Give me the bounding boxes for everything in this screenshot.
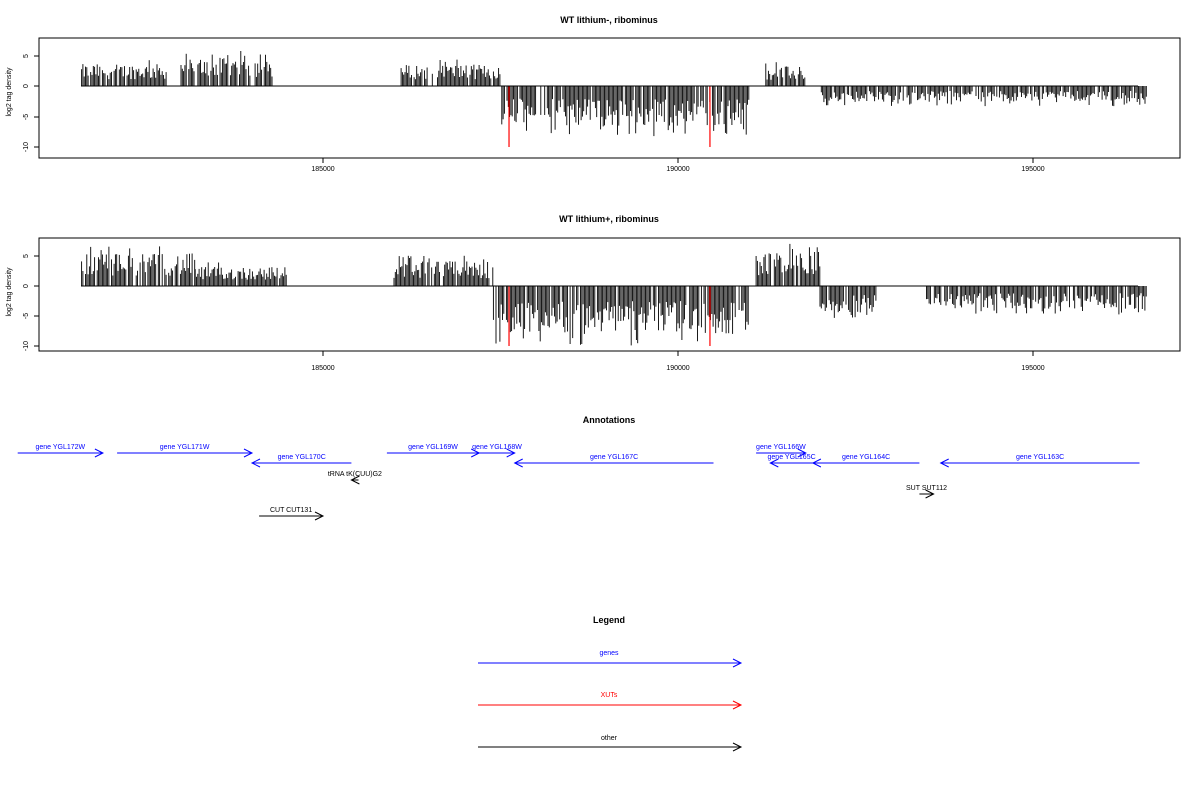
arrow-head-icon [925, 489, 935, 499]
arrow-head-icon [350, 475, 360, 485]
feature-label: tRNA tK(CUU)G2 [328, 471, 382, 478]
panel-lithium-plus: WT lithium+, ribominus log2 tag density … [6, 214, 1181, 372]
annotation-feature: gene YGL163C [939, 454, 1140, 468]
y-tick-label: 0 [23, 84, 30, 88]
y-tick-label: -10 [23, 142, 30, 152]
feature-label: gene YGL164C [842, 454, 890, 461]
annotation-feature: gene YGL165C [768, 454, 816, 468]
density-bars [81, 243, 1147, 346]
arrow-head-icon [769, 458, 779, 468]
feature-label: gene YGL168W [472, 444, 522, 451]
y-tick-label: 0 [23, 284, 30, 288]
annotation-feature: SUT SUT112 [906, 485, 947, 499]
legend: Legend genes XUTs other [478, 615, 743, 752]
annotation-feature: gene YGL164C [811, 454, 920, 468]
feature-label: gene YGL169W [408, 444, 458, 451]
arrow-head-icon [506, 448, 516, 458]
x-tick-label: 190000 [666, 365, 689, 372]
y-axis: 5 0 -5 -10 [23, 254, 40, 351]
legend-item-genes: genes [478, 650, 743, 668]
y-tick-label: 5 [23, 254, 30, 258]
annotation-feature: tRNA tK(CUU)G2 [328, 471, 382, 485]
arrow-head-icon [513, 458, 523, 468]
legend-title: Legend [593, 615, 625, 625]
annotation-feature: CUT CUT131 [259, 507, 325, 521]
annotation-features: gene YGL172W gene YGL171W gene YGL170C gene… [17, 444, 1140, 521]
arrow-head-icon [939, 458, 949, 468]
y-axis: 5 0 -5 -10 [23, 54, 40, 152]
arrow-head-icon [250, 458, 261, 468]
x-tick-label: 195000 [1021, 365, 1044, 372]
feature-label: gene YGL172W [35, 444, 85, 451]
x-axis: 185000 190000 195000 [311, 351, 1045, 372]
x-axis: 185000 190000 195000 [311, 158, 1045, 173]
x-tick-label: 190000 [666, 166, 689, 173]
panel-title: WT lithium+, ribominus [559, 214, 659, 224]
annotation-feature: gene YGL166W [756, 444, 807, 458]
feature-label: gene YGL165C [768, 454, 816, 461]
y-tick-label: 5 [23, 54, 30, 58]
feature-label: gene YGL171W [160, 444, 210, 451]
legend-label: other [601, 735, 618, 742]
annotations-track: Annotations gene YGL172W gene YGL171Wgene… [17, 415, 1140, 521]
y-axis-label: log2 tag density [6, 267, 13, 317]
x-tick-label: 185000 [311, 166, 334, 173]
legend-item-xuts: XUTs [478, 692, 743, 710]
annotations-title: Annotations [583, 415, 636, 425]
panel-lithium-minus: WT lithium-, ribominus log2 tag density … [6, 15, 1181, 173]
legend-label: genes [599, 650, 619, 657]
feature-label: CUT CUT131 [270, 507, 312, 514]
feature-label: gene YGL163C [1016, 454, 1064, 461]
arrow-head-icon [94, 448, 105, 458]
panel-title: WT lithium-, ribominus [560, 15, 658, 25]
annotation-feature: gene YGL170C [250, 454, 352, 468]
arrow-head-icon [314, 511, 325, 521]
x-tick-label: 195000 [1021, 166, 1044, 173]
feature-label: SUT SUT112 [906, 485, 947, 492]
feature-label: gene YGL170C [278, 454, 326, 461]
density-bars [81, 51, 1147, 147]
y-tick-label: -5 [23, 114, 30, 120]
arrow-head-icon [811, 458, 822, 468]
annotation-feature: gene YGL171W [117, 444, 254, 458]
arrow-head-icon [732, 700, 743, 710]
y-tick-label: -10 [23, 341, 30, 351]
annotation-feature: gene YGL168W [472, 444, 522, 458]
arrow-head-icon [732, 742, 743, 752]
feature-label: gene YGL166W [756, 444, 806, 451]
legend-item-other: other [478, 735, 743, 752]
annotation-feature: gene YGL172W [17, 444, 105, 458]
x-tick-label: 185000 [311, 365, 334, 372]
arrow-head-icon [732, 658, 743, 668]
y-axis-label: log2 tag density [6, 67, 13, 117]
legend-label: XUTs [601, 692, 618, 699]
annotation-feature: gene YGL169W [386, 444, 481, 458]
annotation-feature: gene YGL167C [513, 454, 714, 468]
arrow-head-icon [797, 448, 807, 458]
arrow-head-icon [243, 448, 254, 458]
feature-label: gene YGL167C [590, 454, 638, 461]
y-tick-label: -5 [23, 313, 30, 319]
